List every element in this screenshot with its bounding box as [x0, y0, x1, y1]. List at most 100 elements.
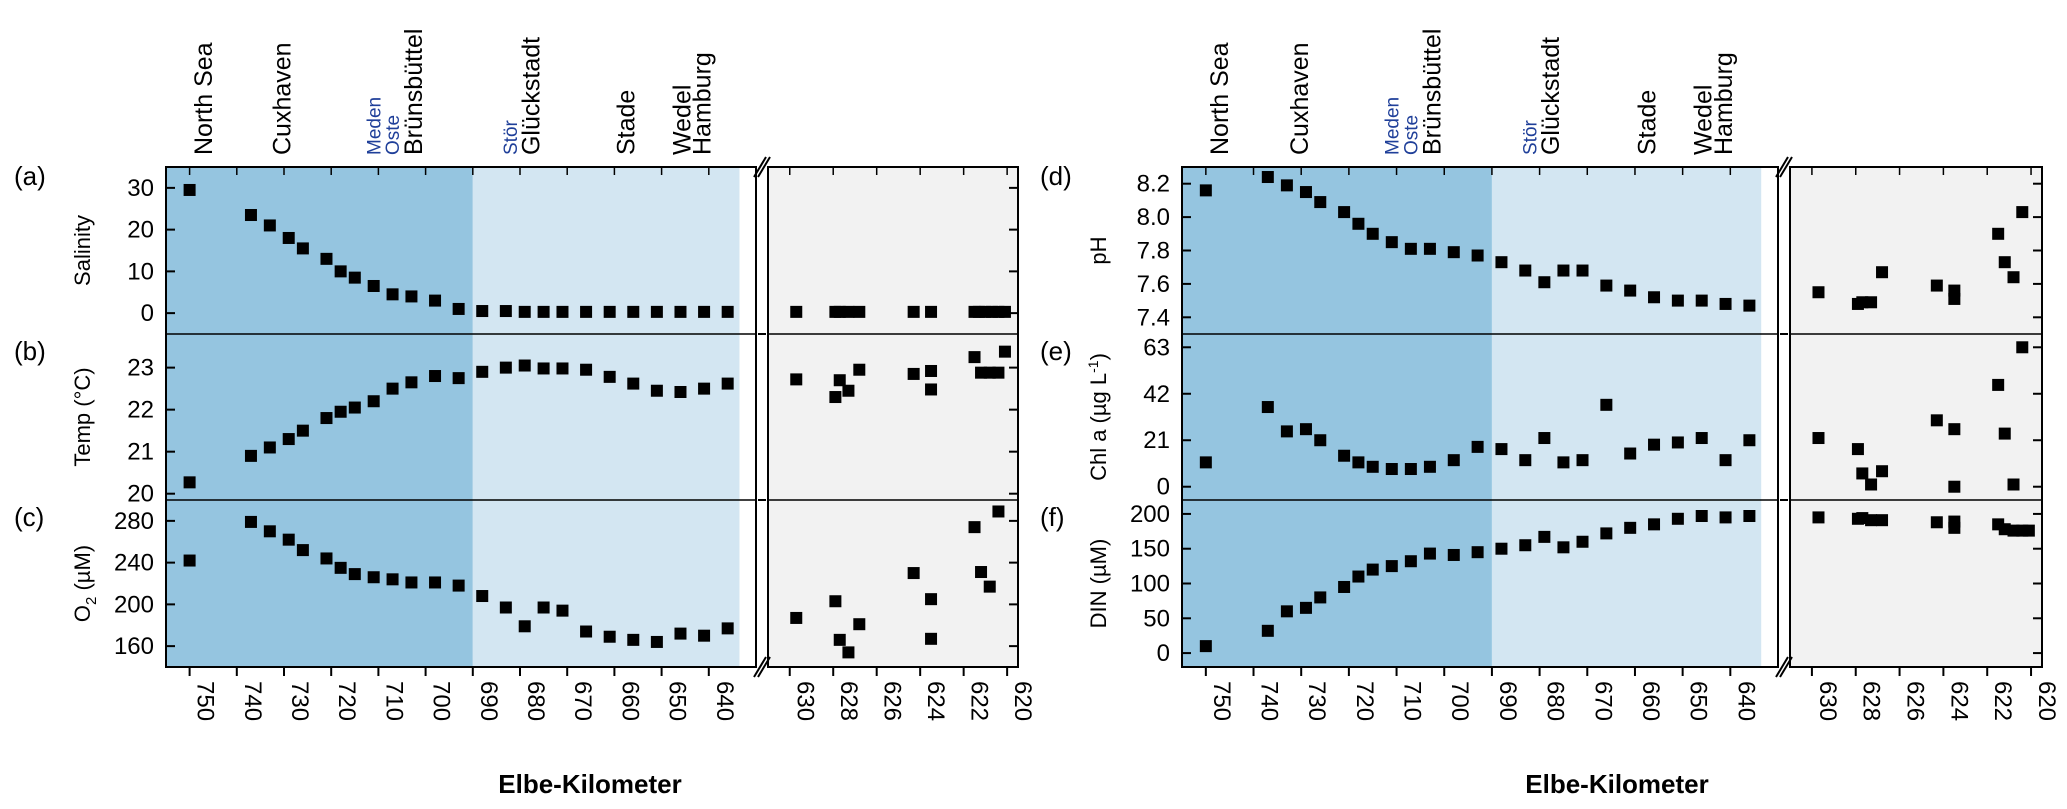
data-point	[1471, 249, 1484, 262]
data-point	[1404, 555, 1417, 568]
marine-zone	[1182, 167, 1492, 667]
data-point	[1743, 299, 1756, 312]
data-point	[1299, 601, 1312, 614]
location-label: North Sea	[190, 42, 218, 155]
data-point	[499, 305, 512, 318]
data-point	[518, 620, 531, 633]
y-tick-label: 7.6	[1137, 271, 1170, 298]
panel-c: (c) 280 240 200 160 O2 (µM)	[14, 502, 1018, 660]
axis-break-mark-bottom	[757, 656, 771, 678]
data-point	[833, 633, 846, 646]
panel-label: (c)	[14, 502, 44, 532]
data-point	[1338, 206, 1351, 219]
y-tick-label: 280	[114, 508, 154, 535]
y-axis-label: O2 (µM)	[70, 545, 100, 622]
data-point	[790, 305, 803, 318]
x-tick-label: 640	[711, 681, 738, 721]
x-tick-label: 700	[1446, 681, 1473, 721]
data-point	[842, 646, 855, 659]
data-point	[1385, 463, 1398, 476]
data-point	[1423, 460, 1436, 473]
data-point	[1865, 478, 1878, 491]
data-point	[1671, 512, 1684, 525]
axis-break-mark-top	[1779, 156, 1793, 178]
data-point	[1314, 434, 1327, 447]
data-point	[405, 290, 418, 303]
data-point	[1719, 511, 1732, 524]
data-point	[1338, 580, 1351, 593]
x-tick-label: 690	[475, 681, 502, 721]
data-point	[1280, 179, 1293, 192]
data-point	[853, 363, 866, 376]
x-tick-label: 700	[428, 681, 455, 721]
mixing-zone	[1491, 167, 1762, 667]
axis-break-mark-bottom	[1779, 656, 1793, 678]
panel-f: (f) 200 150 100 50 0 DIN (µM)	[1040, 501, 2042, 667]
x-tick-label: 690	[1494, 681, 1521, 721]
x-tick-label: 624	[1945, 681, 1972, 721]
data-point	[1576, 535, 1589, 548]
data-point	[1338, 449, 1351, 462]
data-point	[833, 374, 846, 387]
axis-break-gap	[1779, 161, 1789, 673]
frame-right-segment	[767, 166, 1019, 668]
y-tick-label: 150	[1130, 536, 1170, 563]
location-label: Stör	[1521, 119, 1542, 155]
data-point	[998, 305, 1011, 318]
data-point	[1695, 510, 1708, 523]
data-point	[1648, 518, 1661, 531]
data-point	[1199, 184, 1212, 197]
y-axis-label: Salinity	[70, 215, 95, 286]
data-point	[853, 305, 866, 318]
x-tick-label: 670	[1589, 681, 1616, 721]
x-tick-label: 740	[239, 681, 266, 721]
data-point	[556, 604, 569, 617]
data-point	[1998, 427, 2011, 440]
data-point	[1352, 570, 1365, 583]
data-point	[1199, 640, 1212, 653]
data-point	[1519, 264, 1532, 277]
data-point	[1385, 236, 1398, 249]
x-tick-label: 630	[792, 681, 819, 721]
x-tick-label: 620	[1009, 681, 1036, 721]
data-point	[1948, 423, 1961, 436]
data-point	[603, 305, 616, 318]
panel-e: (e) 63 42 21 0 Chl a (µg L-1)	[1040, 334, 2042, 501]
data-point	[1423, 547, 1436, 560]
data-point	[1865, 514, 1878, 527]
data-point	[1812, 286, 1825, 299]
location-label: Meden	[364, 97, 385, 155]
panel-d: (d) 8.2 8.0 7.8 7.6 7.4 pH	[1040, 161, 2042, 331]
x-tick-label: 640	[1732, 681, 1759, 721]
y-tick-label: 30	[127, 175, 154, 202]
x-tick-label: 670	[569, 681, 596, 721]
data-point	[1519, 539, 1532, 552]
data-point	[674, 627, 687, 640]
data-point	[537, 305, 550, 318]
panel-label: (f)	[1040, 502, 1065, 532]
data-point	[983, 580, 996, 593]
data-point	[968, 521, 981, 534]
data-point	[452, 302, 465, 315]
axis-break-mark-top	[753, 156, 767, 178]
frame-left-segment	[165, 166, 757, 668]
gap-zone	[1761, 167, 1778, 667]
data-point	[1366, 460, 1379, 473]
data-point	[674, 305, 687, 318]
data-point	[1404, 242, 1417, 255]
data-point	[907, 305, 920, 318]
x-tick-label: 710	[1399, 681, 1426, 721]
data-point	[1314, 591, 1327, 604]
data-point	[1719, 454, 1732, 467]
data-point	[1538, 530, 1551, 543]
data-point	[925, 364, 938, 377]
x-axis-title: Elbe-Kilometer	[498, 769, 682, 799]
data-point	[1576, 454, 1589, 467]
data-point	[263, 525, 276, 538]
location-label: Oste	[1401, 115, 1422, 155]
data-point	[580, 625, 593, 638]
data-point	[698, 382, 711, 395]
x-tick-label: 710	[380, 681, 407, 721]
data-point	[992, 366, 1005, 379]
